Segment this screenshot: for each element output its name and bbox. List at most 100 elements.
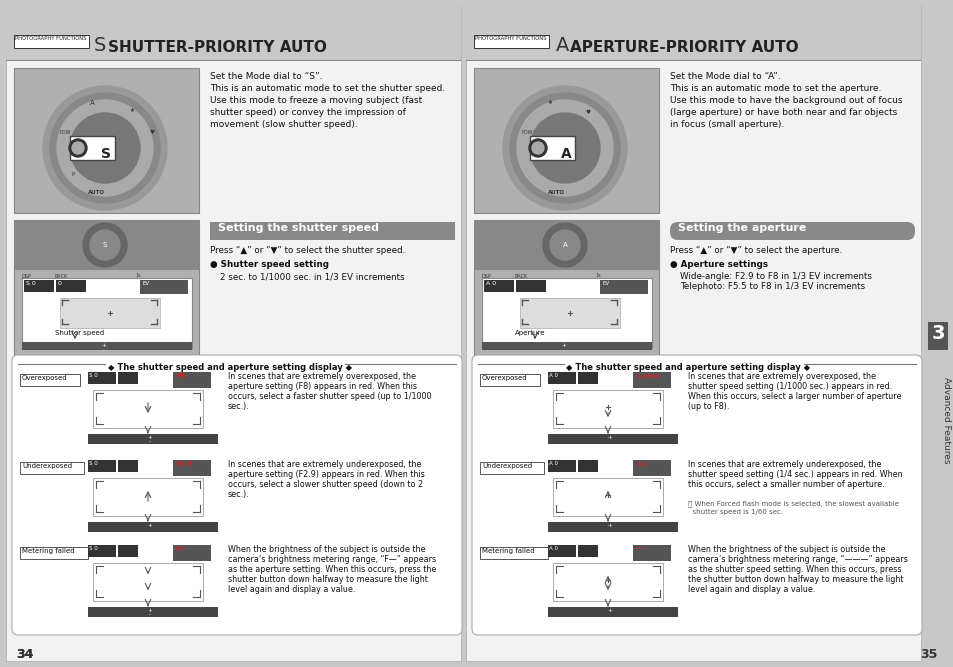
Text: ◆ The shutter speed and aperture setting display ◆: ◆ The shutter speed and aperture setting… xyxy=(108,364,352,372)
Text: Underexposed: Underexposed xyxy=(22,463,72,469)
Text: occurs, select a faster shutter speed (up to 1/1000: occurs, select a faster shutter speed (u… xyxy=(228,392,431,401)
Text: AUTO: AUTO xyxy=(88,190,105,195)
Bar xyxy=(547,607,678,617)
Text: F--: F-- xyxy=(175,546,186,552)
Text: shutter speed is 1/60 sec.: shutter speed is 1/60 sec. xyxy=(687,509,782,515)
Circle shape xyxy=(57,100,152,196)
Text: A 0: A 0 xyxy=(485,281,496,286)
Text: ★: ★ xyxy=(547,100,553,105)
Text: in focus (small aperture).: in focus (small aperture). xyxy=(669,120,783,129)
Text: shutter button down halfway to measure the light: shutter button down halfway to measure t… xyxy=(228,575,428,584)
FancyBboxPatch shape xyxy=(210,222,455,240)
Bar xyxy=(172,545,211,561)
Text: level again and display a value.: level again and display a value. xyxy=(687,585,815,594)
Circle shape xyxy=(50,93,160,203)
Bar xyxy=(88,545,116,557)
Text: APERTURE-PRIORITY AUTO: APERTURE-PRIORITY AUTO xyxy=(569,40,798,55)
Bar xyxy=(118,372,138,384)
Text: A 0: A 0 xyxy=(548,546,558,551)
Bar xyxy=(118,545,138,557)
Text: A: A xyxy=(562,242,567,248)
Text: S: S xyxy=(103,242,107,248)
Text: A 0: A 0 xyxy=(548,461,558,466)
Bar xyxy=(927,322,947,350)
Bar xyxy=(70,136,115,160)
Bar xyxy=(56,280,86,292)
Bar xyxy=(172,372,211,388)
Bar xyxy=(530,136,575,160)
Text: -: - xyxy=(149,612,151,617)
Text: In scenes that are extremely underexposed, the: In scenes that are extremely underexpose… xyxy=(687,460,881,469)
Text: A: A xyxy=(560,147,571,161)
Text: 2 sec. to 1/1000 sec. in 1/3 EV increments: 2 sec. to 1/1000 sec. in 1/3 EV incremen… xyxy=(220,272,404,281)
Text: 1/1000: 1/1000 xyxy=(636,373,659,378)
Text: S 0: S 0 xyxy=(89,373,97,378)
Text: Set the Mode dial to “S”.: Set the Mode dial to “S”. xyxy=(210,72,322,81)
Bar xyxy=(479,547,547,559)
Text: ⓘ When Forced flash mode is selected, the slowest available: ⓘ When Forced flash mode is selected, th… xyxy=(687,500,898,507)
FancyBboxPatch shape xyxy=(12,355,461,635)
Text: sec.).: sec.). xyxy=(228,490,250,499)
Bar xyxy=(60,298,160,328)
Bar xyxy=(88,460,116,472)
Text: +: + xyxy=(102,343,107,348)
Bar xyxy=(481,342,651,350)
Text: camera’s brightness metering range, “F—” appears: camera’s brightness metering range, “F—”… xyxy=(228,555,436,564)
Bar xyxy=(465,6,920,28)
Bar xyxy=(22,342,192,350)
Text: Metering failed: Metering failed xyxy=(22,548,74,554)
Circle shape xyxy=(69,139,87,157)
Text: F8: F8 xyxy=(175,373,186,379)
Text: 1s: 1s xyxy=(135,273,140,278)
Text: the shutter button down halfway to measure the light: the shutter button down halfway to measu… xyxy=(687,575,902,584)
Bar xyxy=(6,6,460,28)
Text: +: + xyxy=(607,435,612,440)
Text: Aperture: Aperture xyxy=(515,330,545,336)
Circle shape xyxy=(529,139,546,157)
Bar xyxy=(465,28,920,60)
Bar xyxy=(474,220,659,355)
Text: PHOTOGRAPHY FUNCTIONS: PHOTOGRAPHY FUNCTIONS xyxy=(15,36,87,41)
Bar xyxy=(6,6,460,661)
Text: When the brightness of the subject is outside the: When the brightness of the subject is ou… xyxy=(228,545,425,554)
Text: A: A xyxy=(90,100,94,106)
Bar xyxy=(519,298,619,328)
Text: EV: EV xyxy=(602,281,610,286)
Text: camera’s brightness metering range, “———” appears: camera’s brightness metering range, “———… xyxy=(687,555,907,564)
Text: ♥: ♥ xyxy=(150,130,154,135)
Text: Use this mode to freeze a moving subject (fast: Use this mode to freeze a moving subject… xyxy=(210,96,422,105)
Bar xyxy=(22,278,192,348)
Bar xyxy=(633,372,670,388)
Text: Set the Mode dial to “A”.: Set the Mode dial to “A”. xyxy=(669,72,780,81)
Bar xyxy=(483,280,514,292)
Text: Wide-angle: F2.9 to F8 in 1/3 EV increments: Wide-angle: F2.9 to F8 in 1/3 EV increme… xyxy=(679,272,871,281)
Text: shutter speed setting (1/1000 sec.) appears in red.: shutter speed setting (1/1000 sec.) appe… xyxy=(687,382,891,391)
Text: This is an automatic mode to set the shutter speed.: This is an automatic mode to set the shu… xyxy=(210,84,445,93)
Bar xyxy=(172,460,211,476)
Circle shape xyxy=(542,223,586,267)
Text: -: - xyxy=(149,439,151,444)
Bar xyxy=(479,462,543,474)
Circle shape xyxy=(532,142,543,154)
Text: Metering failed: Metering failed xyxy=(481,548,534,554)
Text: as the aperture setting. When this occurs, press the: as the aperture setting. When this occur… xyxy=(228,565,436,574)
Bar xyxy=(20,374,80,386)
Bar xyxy=(88,522,218,532)
Text: F2.9: F2.9 xyxy=(175,461,193,467)
Text: Press “▲” or “▼” to select the shutter speed.: Press “▲” or “▼” to select the shutter s… xyxy=(210,246,405,255)
Text: POW: POW xyxy=(60,130,71,135)
Text: This is an automatic mode to set the aperture.: This is an automatic mode to set the ape… xyxy=(669,84,881,93)
Text: 34: 34 xyxy=(16,648,33,661)
Text: BACK: BACK xyxy=(515,274,528,279)
FancyBboxPatch shape xyxy=(669,222,914,240)
Bar xyxy=(474,68,659,213)
Text: aperture setting (F2.9) appears in red. When this: aperture setting (F2.9) appears in red. … xyxy=(228,470,424,479)
Circle shape xyxy=(530,113,599,183)
Text: 35: 35 xyxy=(919,648,937,661)
Bar xyxy=(14,35,89,48)
Text: shutter speed) or convey the impression of: shutter speed) or convey the impression … xyxy=(210,108,405,117)
Text: +: + xyxy=(148,435,152,440)
Text: Use this mode to have the background out of focus: Use this mode to have the background out… xyxy=(669,96,902,105)
Text: occurs, select a slower shutter speed (down to 2: occurs, select a slower shutter speed (d… xyxy=(228,480,423,489)
Bar xyxy=(20,462,84,474)
